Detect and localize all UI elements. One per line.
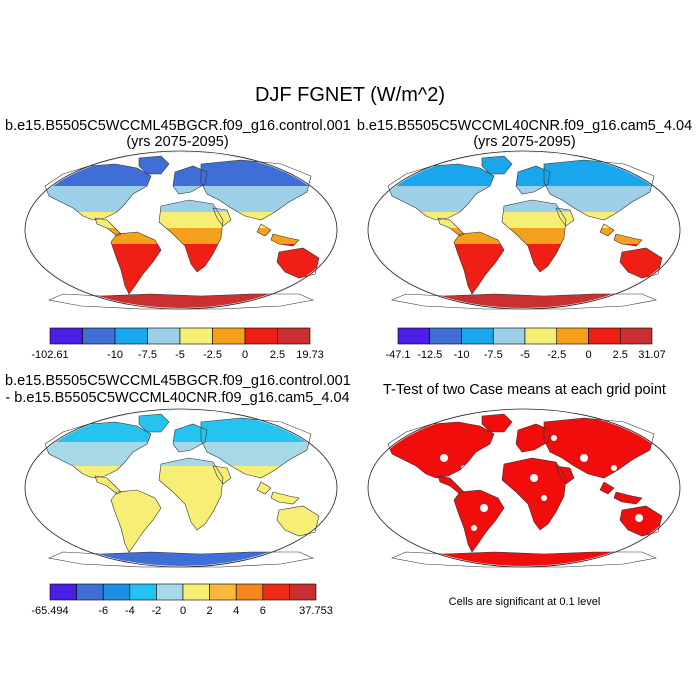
colorbar-tick-label: 2 (207, 605, 213, 617)
panel2-title-line1: b.e15.B5505C5WCCML40CNR.f09_g16.cam5_4.0… (356, 118, 693, 134)
colorbar-swatch (461, 327, 494, 345)
panel3-colorbar: -65.494 -6 -4 -2 0 2 4 6 37.753 (31, 583, 333, 617)
colorbar-swatch (524, 327, 558, 345)
colorbar-swatch (82, 327, 116, 345)
colorbar-tick-label: -10 (454, 349, 470, 361)
colorbar-swatch (619, 327, 653, 345)
colorbar-tick-label: -102.61 (31, 349, 68, 361)
colorbar-tick-label: -2 (152, 605, 162, 617)
colorbar-tick-label: 37.753 (299, 605, 333, 617)
colorbar-swatch (76, 583, 104, 601)
colorbar-swatch (289, 583, 317, 601)
colorbar-tick-label: -2.5 (203, 349, 222, 361)
colorbar-tick-label: 4 (233, 605, 239, 617)
colorbar-swatch (156, 583, 184, 601)
colorbar-swatch (397, 327, 431, 345)
panel2-title-line2: (yrs 2075-2095) (473, 134, 576, 150)
colorbar-swatch (114, 327, 148, 345)
colorbar-tick-label: 6 (260, 605, 266, 617)
colorbar-swatch (235, 583, 264, 601)
panel3-title-line1: b.e15.B5505C5WCCML45BGCR.f09_g16.control… (5, 373, 351, 389)
colorbar-tick-label: -6 (98, 605, 108, 617)
panel3-map (24, 408, 338, 568)
colorbar-tick-label: -10 (107, 349, 123, 361)
colorbar-swatch (556, 327, 589, 345)
colorbar-tick-label: -7.5 (484, 349, 503, 361)
panel4-title: T-Test of two Case means at each grid po… (383, 382, 666, 398)
panel1-colorbar: -102.61 -10 -7.5 -5 -2.5 0 2.5 19.73 (31, 327, 324, 361)
colorbar-swatch (49, 327, 83, 345)
colorbar-tick-label: 31.07 (638, 349, 666, 361)
colorbar-swatch (49, 583, 77, 601)
colorbar-tick-label: 0 (585, 349, 591, 361)
colorbar-tick-label: -65.494 (31, 605, 68, 617)
panel1-title-line2: (yrs 2075-2095) (126, 134, 229, 150)
panel2-colorbar: -47.1 -12.5 -10 -7.5 -5 -2.5 0 2.5 31.07 (385, 327, 666, 361)
colorbar-tick-label: 19.73 (296, 349, 324, 361)
panel1-map (24, 150, 338, 310)
colorbar-tick-label: -5 (175, 349, 185, 361)
figure-title: DJF FGNET (W/m^2) (254, 84, 446, 106)
colorbar-tick-label: -5 (520, 349, 530, 361)
colorbar-tick-label: -2.5 (547, 349, 566, 361)
panel3-title-line2: - b.e15.B5505C5WCCML40CNR.f09_g16.cam5_4… (5, 390, 350, 406)
colorbar-swatch (588, 327, 621, 345)
colorbar-swatch (209, 583, 237, 601)
colorbar-tick-label: 0 (242, 349, 248, 361)
colorbar-swatch (147, 327, 181, 345)
colorbar-swatch (102, 583, 131, 601)
panel1-title-line1: b.e15.B5505C5WCCML45BGCR.f09_g16.control… (5, 118, 351, 134)
colorbar-tick-label: -7.5 (138, 349, 157, 361)
panel4-note: Cells are significant at 0.1 level (448, 596, 601, 608)
colorbar-swatch (429, 327, 462, 345)
colorbar-swatch (182, 583, 210, 601)
panel2-map (367, 150, 681, 310)
colorbar-swatch (262, 583, 290, 601)
colorbar-swatch (179, 327, 213, 345)
colorbar-tick-label: 2.5 (270, 349, 285, 361)
colorbar-tick-label: -4 (125, 605, 135, 617)
colorbar-swatch (244, 327, 278, 345)
colorbar-tick-label: 2.5 (613, 349, 628, 361)
colorbar-tick-label: -12.5 (417, 349, 442, 361)
colorbar-swatch (129, 583, 157, 601)
colorbar-tick-label: -47.1 (385, 349, 410, 361)
colorbar-swatch (277, 327, 311, 345)
panel4-map (367, 408, 681, 568)
colorbar-tick-label: 0 (180, 605, 186, 617)
colorbar-swatch (492, 327, 526, 345)
colorbar-swatch (212, 327, 246, 345)
